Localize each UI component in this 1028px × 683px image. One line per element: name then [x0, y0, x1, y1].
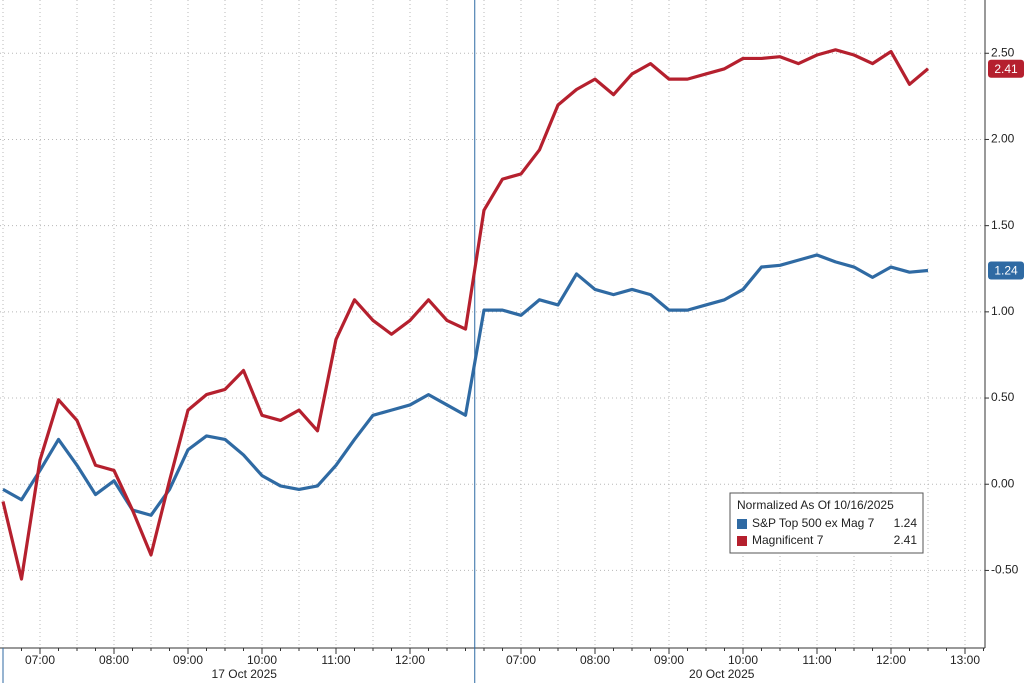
legend-label: S&P Top 500 ex Mag 7: [752, 516, 875, 530]
x-tick-label: 12:00: [876, 653, 906, 667]
legend-title: Normalized As Of 10/16/2025: [737, 498, 894, 512]
legend-swatch: [737, 536, 747, 546]
x-tick-label: 10:00: [247, 653, 277, 667]
date-label: 20 Oct 2025: [689, 667, 755, 681]
legend: Normalized As Of 10/16/2025 S&P Top 500 e…: [729, 492, 924, 554]
x-tick-label: 09:00: [173, 653, 203, 667]
legend-value: 1.24: [894, 516, 918, 530]
y-tick-label: 0.50: [991, 390, 1015, 404]
value-tag-label: 2.41: [994, 62, 1018, 76]
series-line: [1, 48, 930, 581]
legend-swatch: [737, 519, 747, 529]
y-tick-label: -0.50: [991, 563, 1019, 577]
value-tag: [988, 261, 1024, 280]
value-tag: [988, 59, 1024, 78]
value-tag-label: 1.24: [994, 264, 1018, 278]
series-line: [2, 253, 929, 517]
x-tick-label: 11:00: [802, 653, 831, 667]
x-tick-label: 07:00: [25, 653, 55, 667]
legend-box: [729, 492, 924, 554]
y-tick-label: 0.00: [991, 476, 1015, 490]
legend-value: 2.41: [894, 533, 918, 547]
y-tick-label: 1.00: [991, 304, 1015, 318]
y-tick-label: 2.00: [991, 132, 1015, 146]
x-tick-label: 08:00: [580, 653, 610, 667]
x-tick-label: 09:00: [654, 653, 684, 667]
date-label: 17 Oct 2025: [212, 667, 278, 681]
x-tick-label: 07:00: [506, 653, 536, 667]
x-tick-label: 13:00: [950, 653, 980, 667]
x-tick-label: 08:00: [99, 653, 129, 667]
legend-label: Magnificent 7: [752, 533, 824, 547]
y-tick-label: 1.50: [991, 218, 1015, 232]
x-tick-label: 11:00: [321, 653, 350, 667]
y-tick-label: 2.50: [991, 45, 1015, 59]
x-tick-label: 10:00: [728, 653, 758, 667]
x-tick-label: 12:00: [395, 653, 425, 667]
